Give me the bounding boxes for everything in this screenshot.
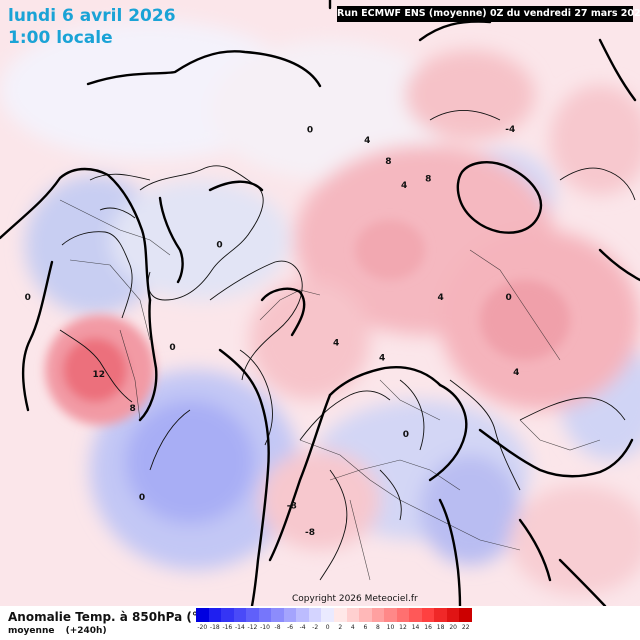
color-scale-tick: -18 bbox=[209, 624, 220, 631]
contour-label: 0 bbox=[403, 430, 409, 440]
color-swatch bbox=[459, 608, 473, 622]
color-swatch bbox=[321, 608, 335, 622]
color-swatch bbox=[434, 608, 447, 622]
contour-label: 4 bbox=[379, 353, 385, 363]
color-scale-tick: 14 bbox=[411, 624, 420, 631]
color-scale-tick: 2 bbox=[338, 624, 343, 631]
contour-label: 0 bbox=[216, 241, 222, 251]
color-swatch bbox=[221, 608, 234, 622]
color-swatch bbox=[233, 608, 247, 622]
contour-label: -4 bbox=[505, 125, 515, 135]
color-swatch bbox=[446, 608, 460, 622]
color-scale-tick: 10 bbox=[386, 624, 395, 631]
run-info-banner: Run ECMWF ENS (moyenne) 0Z du vendredi 2… bbox=[337, 6, 640, 22]
color-swatch bbox=[308, 608, 322, 622]
color-swatch bbox=[196, 608, 209, 622]
field-subtitle: moyenne (+240h) bbox=[8, 626, 107, 636]
contour-label-layer: 0 0 0 0 0 0 0 12 8 -8 -8 4 4 8 8 4 4 4 -4 4 bbox=[25, 125, 520, 538]
color-swatch bbox=[421, 608, 435, 622]
contour-label: 0 bbox=[307, 126, 313, 136]
contour-label: 4 bbox=[513, 368, 519, 378]
color-scale-tick: -4 bbox=[299, 624, 306, 631]
field-title: Anomalie Temp. à 850hPa (°C) bbox=[8, 610, 213, 624]
field-lead-time: (+240h) bbox=[65, 626, 107, 636]
color-swatch bbox=[271, 608, 284, 622]
color-scale-tick: 12 bbox=[399, 624, 407, 631]
legend-bar: Anomalie Temp. à 850hPa (°C) moyenne (+2… bbox=[0, 606, 640, 640]
contour-label: 4 bbox=[333, 338, 339, 348]
color-swatch bbox=[396, 608, 410, 622]
color-scale-tick: 18 bbox=[436, 624, 445, 631]
coastlines bbox=[59, 110, 636, 581]
color-scale: -20 -18 -16 -14 -12 -10 -8 -6 -4 -2 0 2 4 6 8 10 12 14 16 1… bbox=[196, 608, 473, 638]
contour-label: 8 bbox=[425, 175, 431, 185]
forecast-time-label: 1:00 locale bbox=[8, 28, 113, 48]
color-swatch bbox=[296, 608, 309, 622]
color-scale-tick: 4 bbox=[350, 624, 355, 631]
zero-contours bbox=[0, 0, 640, 606]
color-scale-tick: -10 bbox=[260, 624, 270, 631]
color-swatch bbox=[258, 608, 272, 622]
color-scale-tick: -12 bbox=[247, 624, 258, 631]
forecast-date-label: lundi 6 avril 2026 bbox=[8, 6, 176, 26]
color-scale-tick: -6 bbox=[287, 624, 294, 631]
contour-label: 0 bbox=[25, 293, 31, 303]
color-swatch bbox=[359, 608, 372, 622]
color-scale-swatches bbox=[196, 608, 473, 622]
color-scale-tick: 8 bbox=[375, 624, 380, 631]
contour-label: -8 bbox=[305, 528, 315, 538]
color-scale-tick: -16 bbox=[222, 624, 233, 631]
field-mode: moyenne bbox=[8, 626, 55, 636]
color-scale-tick: 16 bbox=[424, 624, 432, 631]
contour-label: 12 bbox=[93, 370, 106, 380]
contour-label: 4 bbox=[401, 181, 407, 191]
contour-label: 0 bbox=[506, 293, 512, 303]
color-scale-tick: 20 bbox=[449, 624, 457, 631]
color-swatch bbox=[208, 608, 222, 622]
color-swatch bbox=[246, 608, 259, 622]
color-swatch bbox=[283, 608, 297, 622]
color-scale-tick: -8 bbox=[274, 624, 281, 631]
contour-label: -8 bbox=[287, 501, 297, 511]
color-scale-tick: -20 bbox=[197, 624, 208, 631]
color-scale-tick: 0 bbox=[325, 624, 330, 631]
contour-label: 0 bbox=[139, 493, 145, 503]
anomaly-field bbox=[0, 20, 640, 595]
anomaly-map: 0 0 0 0 0 0 0 12 8 -8 -8 4 4 8 8 4 4 4 -4 4 bbox=[0, 0, 640, 606]
color-scale-tick: -2 bbox=[312, 624, 319, 631]
contour-label: 0 bbox=[169, 343, 175, 353]
contour-label: 4 bbox=[364, 136, 370, 146]
color-swatch bbox=[409, 608, 422, 622]
color-scale-tick: 22 bbox=[461, 624, 470, 631]
color-swatch bbox=[334, 608, 347, 622]
contour-label: 8 bbox=[385, 157, 391, 167]
contour-label: 8 bbox=[130, 404, 136, 414]
contour-label: 4 bbox=[438, 293, 444, 303]
color-swatch bbox=[384, 608, 397, 622]
color-swatch bbox=[346, 608, 360, 622]
color-swatch bbox=[371, 608, 385, 622]
copyright-label: Copyright 2026 Meteociel.fr bbox=[292, 594, 418, 604]
color-scale-tick: -14 bbox=[235, 624, 245, 631]
color-scale-ticks: -20 -18 -16 -14 -12 -10 -8 -6 -4 -2 0 2 4 6 8 10 12 14 16 1… bbox=[196, 624, 472, 634]
color-scale-tick: 6 bbox=[363, 624, 368, 631]
